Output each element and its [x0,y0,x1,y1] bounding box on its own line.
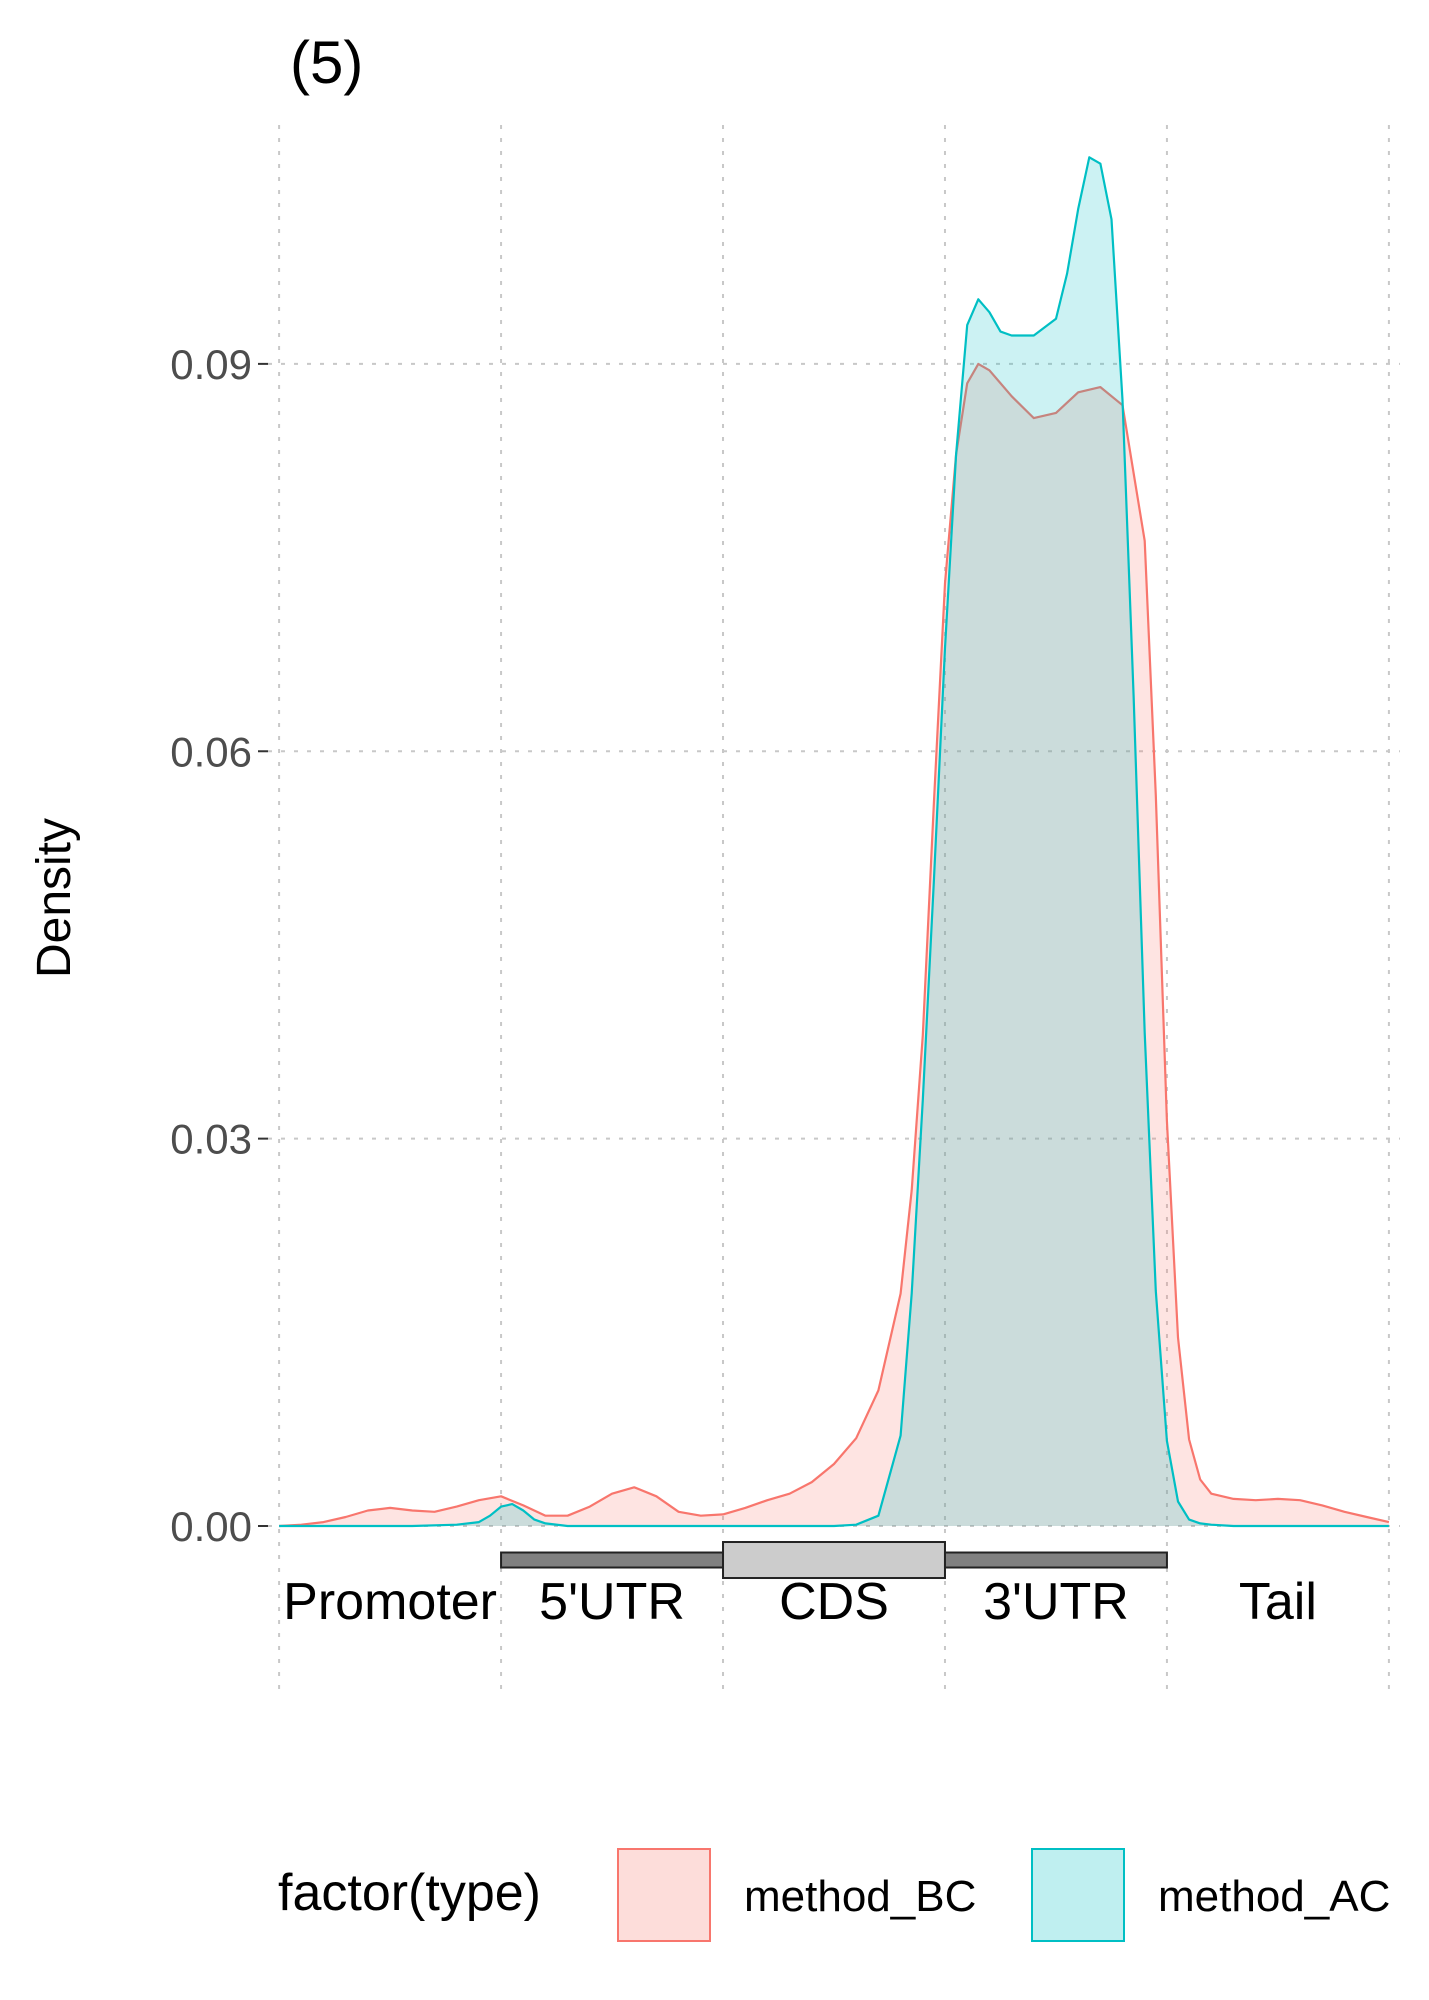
legend-label-method_AC: method_AC [1158,1872,1390,1921]
region-label-0: Promoter [283,1573,497,1631]
legend: factor(type) method_BC method_AC [278,1848,1390,1942]
density-series [279,156,1390,1528]
series-line-method_AC [279,156,1389,1528]
grid-lines [268,125,1400,1690]
y-axis-ticks: 0.00 0.03 0.06 0.09 [170,341,268,1550]
region-label-1: 5'UTR [539,1573,685,1631]
series-area-method_BC [279,363,1389,1526]
gene-model-segment-1 [722,1541,946,1580]
legend-title: factor(type) [278,1864,541,1922]
legend-key-method_BC [617,1848,711,1942]
y-tick-label-3: 0.09 [170,341,252,388]
gene-model [500,1541,1168,1580]
region-label-4: Tail [1239,1573,1317,1631]
y-tick-label-2: 0.06 [170,728,252,775]
legend-label-method_BC: method_BC [744,1872,976,1921]
gene-model-segment-2 [943,1551,1168,1569]
series-line-method_BC [279,362,1390,1528]
region-label-3: 3'UTR [983,1573,1129,1631]
region-label-2: CDS [779,1573,889,1631]
chart-title: (5) [290,29,363,96]
region-labels: Promoter 5'UTR CDS 3'UTR Tail [283,1573,1317,1631]
y-tick-label-1: 0.03 [170,1116,252,1163]
legend-items: method_BC method_AC [617,1848,1390,1942]
series-area-method_AC [279,157,1389,1526]
legend-key-method_AC [1031,1848,1125,1942]
y-tick-label-0: 0.00 [170,1503,252,1550]
gene-model-segment-0 [500,1551,725,1569]
y-axis-label: Density [28,818,81,978]
